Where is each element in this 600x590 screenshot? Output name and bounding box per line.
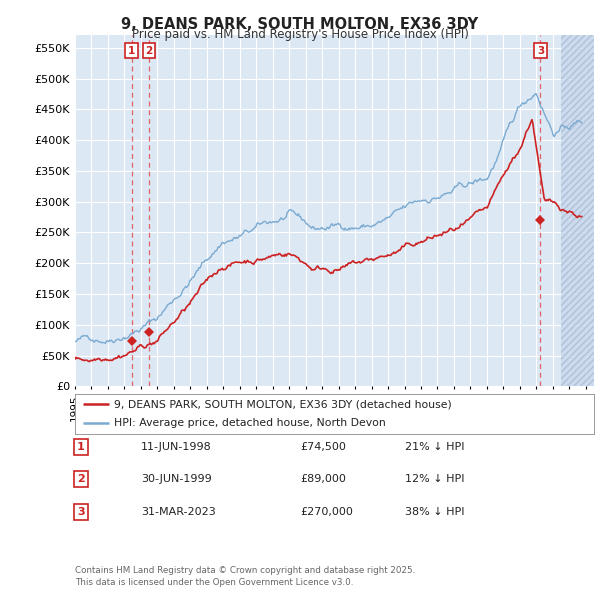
Text: 12% ↓ HPI: 12% ↓ HPI: [405, 474, 464, 484]
Text: 1: 1: [77, 442, 85, 452]
Text: HPI: Average price, detached house, North Devon: HPI: Average price, detached house, Nort…: [114, 418, 386, 428]
Text: £270,000: £270,000: [300, 507, 353, 517]
Text: 1: 1: [128, 46, 136, 56]
Text: 9, DEANS PARK, SOUTH MOLTON, EX36 3DY: 9, DEANS PARK, SOUTH MOLTON, EX36 3DY: [121, 17, 479, 31]
Text: £89,000: £89,000: [300, 474, 346, 484]
Text: Contains HM Land Registry data © Crown copyright and database right 2025.
This d: Contains HM Land Registry data © Crown c…: [75, 566, 415, 587]
Text: 9, DEANS PARK, SOUTH MOLTON, EX36 3DY (detached house): 9, DEANS PARK, SOUTH MOLTON, EX36 3DY (d…: [114, 399, 452, 409]
Bar: [561, 35, 594, 386]
Text: Price paid vs. HM Land Registry's House Price Index (HPI): Price paid vs. HM Land Registry's House …: [131, 28, 469, 41]
Text: 31-MAR-2023: 31-MAR-2023: [141, 507, 216, 517]
Text: 2: 2: [145, 46, 152, 56]
Text: 30-JUN-1999: 30-JUN-1999: [141, 474, 212, 484]
Text: 3: 3: [537, 46, 544, 56]
Text: 2: 2: [77, 474, 85, 484]
Text: £74,500: £74,500: [300, 442, 346, 452]
Text: 21% ↓ HPI: 21% ↓ HPI: [405, 442, 464, 452]
Text: 3: 3: [77, 507, 85, 517]
Text: 38% ↓ HPI: 38% ↓ HPI: [405, 507, 464, 517]
Text: 11-JUN-1998: 11-JUN-1998: [141, 442, 212, 452]
